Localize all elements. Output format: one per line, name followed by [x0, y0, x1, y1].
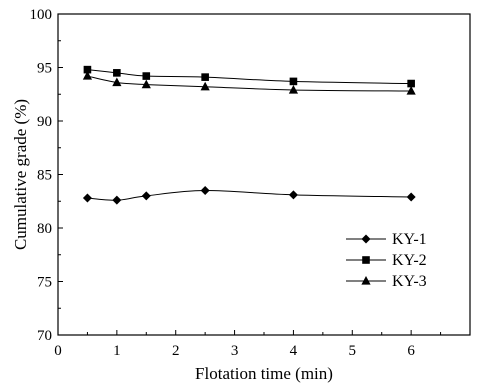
legend-label-ky-2: KY-2 — [392, 252, 427, 269]
y-tick-label: 90 — [37, 114, 52, 130]
data-point-ky-2 — [201, 73, 209, 81]
data-point-ky-1 — [406, 192, 416, 202]
data-point-ky-1 — [200, 186, 210, 196]
series-line-ky-3 — [87, 75, 412, 92]
y-tick-label: 85 — [37, 168, 52, 184]
y-tick-label: 95 — [37, 61, 52, 77]
legend-label-ky-1: KY-1 — [392, 231, 427, 248]
y-axis-ticks: 70 75 80 85 90 95 100 — [30, 7, 63, 344]
legend-marker-ky-3 — [361, 276, 371, 285]
data-point-ky-1 — [112, 195, 122, 205]
series-layer — [82, 65, 416, 205]
data-point-ky-2 — [142, 72, 151, 80]
data-point-ky-3 — [141, 79, 151, 89]
x-tick-label: 0 — [54, 343, 62, 359]
data-point-ky-1 — [141, 191, 151, 201]
data-point-ky-1 — [288, 190, 298, 200]
x-tick-label: 1 — [113, 343, 121, 359]
x-tick-label: 5 — [349, 343, 357, 359]
y-tick-label: 80 — [37, 221, 52, 237]
series-line-ky-1 — [87, 190, 412, 201]
x-tick-label: 2 — [172, 343, 180, 359]
series-line-ky-2 — [87, 69, 412, 85]
x-tick-label: 4 — [290, 343, 298, 359]
y-axis-title: Cumulative grade (%) — [11, 99, 30, 250]
legend-label-ky-3: KY-3 — [392, 273, 427, 290]
data-point-ky-3 — [82, 71, 93, 80]
series-ky-1 — [82, 186, 416, 205]
y-tick-label: 100 — [30, 7, 53, 23]
x-axis-ticks: 0 1 2 3 4 5 6 — [54, 330, 442, 359]
legend-item-ky-1: KY-1 — [346, 231, 427, 248]
data-point-ky-2 — [289, 77, 298, 86]
data-point-ky-3 — [288, 84, 299, 94]
data-point-ky-2 — [113, 69, 121, 77]
legend-item-ky-2: KY-2 — [346, 252, 427, 269]
series-ky-3 — [82, 71, 416, 95]
legend: KY-1 KY-2 KY-3 — [346, 231, 427, 290]
series-ky-2 — [83, 65, 415, 88]
x-tick-label: 3 — [231, 343, 239, 359]
data-point-ky-3 — [406, 86, 416, 95]
legend-marker-ky-1 — [361, 234, 371, 244]
data-point-ky-2 — [83, 65, 92, 74]
legend-marker-ky-2 — [362, 256, 370, 264]
y-tick-label: 70 — [37, 328, 52, 344]
y-tick-label: 75 — [37, 275, 52, 291]
x-tick-label: 6 — [407, 343, 415, 359]
data-point-ky-3 — [200, 81, 210, 91]
data-point-ky-1 — [82, 193, 92, 203]
x-axis-title: Flotation time (min) — [195, 364, 333, 383]
data-point-ky-3 — [112, 77, 122, 87]
data-point-ky-2 — [407, 79, 415, 88]
legend-item-ky-3: KY-3 — [346, 273, 427, 290]
